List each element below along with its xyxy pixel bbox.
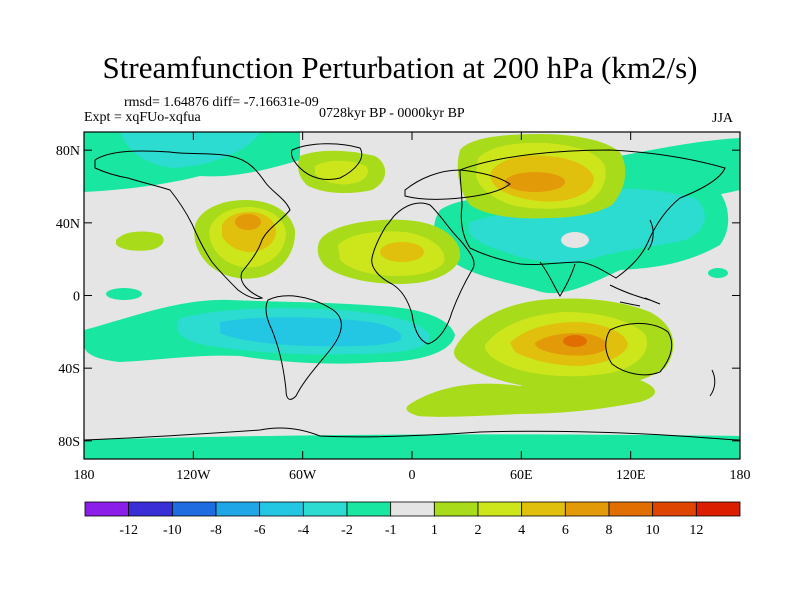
axis-tick-labels: 180 120W 60W 0 60E 120E 180 80N 40N 0 40S 80S [56, 144, 751, 483]
colorbar-label: -8 [210, 523, 222, 538]
lon-tick-label: 120E [616, 468, 646, 483]
colorbar-swatch [521, 501, 566, 517]
colorbar-swatch [564, 501, 610, 517]
colorbar-swatch [215, 501, 261, 517]
colorbar-label: -2 [341, 523, 353, 538]
colorbar-swatch [652, 501, 697, 517]
colorbar-swatch [390, 501, 435, 517]
colorbar-swatch [477, 501, 523, 517]
lat-tick-label: 40S [58, 362, 80, 377]
colorbar-label: 1 [431, 523, 438, 538]
rmsd-text: rmsd= 1.64876 diff= -7.16631e-09 [124, 95, 319, 110]
colorbar: -12 -10 -8 -6 -4 -2 -1 1 2 4 6 8 10 12 [84, 501, 741, 538]
colorbar-label: 12 [689, 523, 703, 538]
period-text: 0728kyr BP - 0000kyr BP [319, 106, 465, 121]
axis-ticks [83, 132, 741, 459]
lat-tick-label: 80S [58, 435, 80, 450]
colorbar-swatch [608, 501, 654, 517]
coastlines [84, 143, 740, 441]
colorbar-swatch [84, 501, 130, 517]
lat-tick-label: 40N [56, 217, 80, 232]
lat-tick-label: 80N [56, 144, 80, 159]
colorbar-swatch [128, 501, 173, 517]
colorbar-swatch [695, 501, 741, 517]
plot-title: Streamfunction Perturbation at 200 hPa (… [102, 50, 698, 85]
lon-tick-label: 60E [510, 468, 533, 483]
lon-tick-label: 180 [730, 468, 751, 483]
colorbar-swatch [302, 501, 348, 517]
expt-text: Expt = xqFUo-xqfua [84, 110, 201, 125]
colorbar-label: -10 [163, 523, 182, 538]
colorbar-label: -1 [385, 523, 397, 538]
lon-tick-label: 60W [289, 468, 317, 483]
colorbar-swatch [346, 501, 392, 517]
lon-tick-label: 120W [176, 468, 211, 483]
colorbar-label: -4 [297, 523, 309, 538]
colorbar-label: 6 [562, 523, 569, 538]
lon-tick-label: 180 [74, 468, 95, 483]
colorbar-swatch [259, 501, 304, 517]
colorbar-label: 4 [518, 523, 525, 538]
lon-tick-label: 0 [409, 468, 416, 483]
colorbar-label: -12 [119, 523, 138, 538]
colorbar-label: 2 [475, 523, 482, 538]
season-label: JJA [712, 111, 734, 126]
colorbar-swatch [433, 501, 479, 517]
colorbar-label: 10 [646, 523, 660, 538]
colorbar-swatch [171, 501, 217, 517]
lat-tick-label: 0 [73, 290, 80, 305]
colorbar-label: 8 [606, 523, 613, 538]
anomaly-field [84, 132, 740, 459]
colorbar-label: -6 [254, 523, 266, 538]
